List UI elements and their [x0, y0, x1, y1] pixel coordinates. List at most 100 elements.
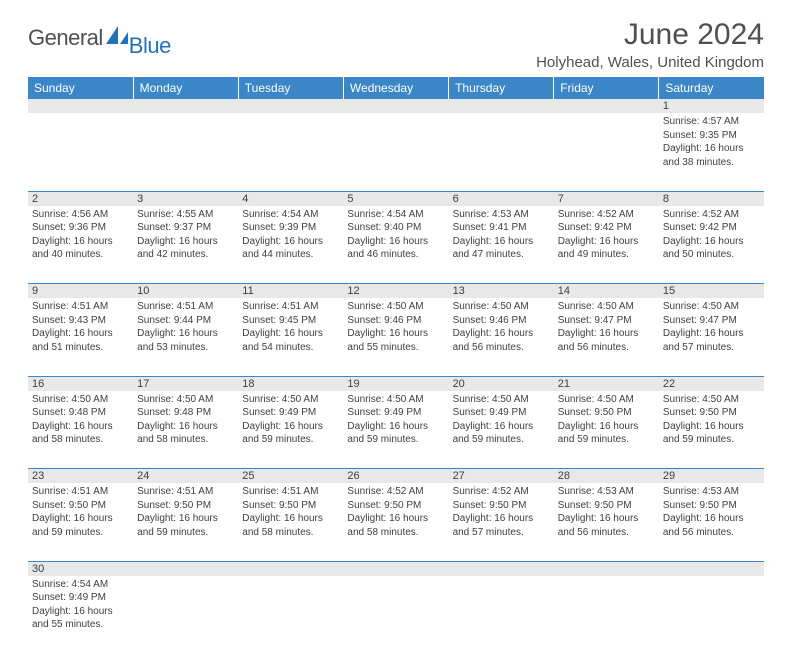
sunset-line: Sunset: 9:50 PM	[663, 406, 760, 420]
daylight-line: Daylight: 16 hours and 59 minutes.	[347, 420, 444, 447]
calendar-week-row: Sunrise: 4:51 AMSunset: 9:50 PMDaylight:…	[28, 483, 764, 561]
calendar-day-cell	[238, 113, 343, 191]
sunset-line: Sunset: 9:37 PM	[137, 221, 234, 235]
calendar-day-cell	[343, 576, 448, 654]
calendar-day-cell: Sunrise: 4:56 AMSunset: 9:36 PMDaylight:…	[28, 206, 133, 284]
sunrise-line: Sunrise: 4:50 AM	[137, 393, 234, 407]
weekday-header-row: Sunday Monday Tuesday Wednesday Thursday…	[28, 77, 764, 99]
daylight-line: Daylight: 16 hours and 58 minutes.	[32, 420, 129, 447]
sunset-line: Sunset: 9:49 PM	[347, 406, 444, 420]
day-number-cell: 4	[238, 191, 343, 206]
day-number-cell: 14	[554, 284, 659, 299]
sunset-line: Sunset: 9:48 PM	[32, 406, 129, 420]
day-number-cell	[449, 561, 554, 576]
day-number-cell	[133, 561, 238, 576]
weekday-header: Friday	[554, 77, 659, 99]
daylight-line: Daylight: 16 hours and 57 minutes.	[663, 327, 760, 354]
calendar-day-cell	[133, 113, 238, 191]
day-number-cell	[238, 99, 343, 113]
day-details: Sunrise: 4:52 AMSunset: 9:50 PMDaylight:…	[453, 485, 550, 539]
sunset-line: Sunset: 9:50 PM	[558, 499, 655, 513]
sunset-line: Sunset: 9:46 PM	[453, 314, 550, 328]
sunrise-line: Sunrise: 4:52 AM	[663, 208, 760, 222]
day-details: Sunrise: 4:53 AMSunset: 9:50 PMDaylight:…	[663, 485, 760, 539]
calendar-day-cell: Sunrise: 4:50 AMSunset: 9:50 PMDaylight:…	[659, 391, 764, 469]
sunrise-line: Sunrise: 4:53 AM	[453, 208, 550, 222]
calendar-day-cell: Sunrise: 4:52 AMSunset: 9:42 PMDaylight:…	[659, 206, 764, 284]
day-number-cell: 2	[28, 191, 133, 206]
daylight-line: Daylight: 16 hours and 46 minutes.	[347, 235, 444, 262]
day-details: Sunrise: 4:50 AMSunset: 9:48 PMDaylight:…	[137, 393, 234, 447]
calendar-day-cell: Sunrise: 4:52 AMSunset: 9:50 PMDaylight:…	[449, 483, 554, 561]
weekday-header: Thursday	[449, 77, 554, 99]
day-number-cell	[659, 561, 764, 576]
daylight-line: Daylight: 16 hours and 59 minutes.	[242, 420, 339, 447]
sunrise-line: Sunrise: 4:53 AM	[558, 485, 655, 499]
calendar-day-cell: Sunrise: 4:54 AMSunset: 9:49 PMDaylight:…	[28, 576, 133, 654]
weekday-header: Wednesday	[343, 77, 448, 99]
sunrise-line: Sunrise: 4:55 AM	[137, 208, 234, 222]
calendar-day-cell: Sunrise: 4:50 AMSunset: 9:49 PMDaylight:…	[238, 391, 343, 469]
daylight-line: Daylight: 16 hours and 55 minutes.	[32, 605, 129, 632]
daylight-line: Daylight: 16 hours and 51 minutes.	[32, 327, 129, 354]
sunset-line: Sunset: 9:40 PM	[347, 221, 444, 235]
day-details: Sunrise: 4:50 AMSunset: 9:50 PMDaylight:…	[558, 393, 655, 447]
day-number-cell: 18	[238, 376, 343, 391]
day-number-cell: 21	[554, 376, 659, 391]
day-number-cell: 20	[449, 376, 554, 391]
day-number-cell: 9	[28, 284, 133, 299]
sunrise-line: Sunrise: 4:53 AM	[663, 485, 760, 499]
sunset-line: Sunset: 9:49 PM	[242, 406, 339, 420]
day-details: Sunrise: 4:51 AMSunset: 9:50 PMDaylight:…	[32, 485, 129, 539]
sunrise-line: Sunrise: 4:54 AM	[32, 578, 129, 592]
weekday-header: Tuesday	[238, 77, 343, 99]
sunrise-line: Sunrise: 4:50 AM	[347, 393, 444, 407]
sunrise-line: Sunrise: 4:51 AM	[242, 485, 339, 499]
daylight-line: Daylight: 16 hours and 57 minutes.	[453, 512, 550, 539]
sunrise-line: Sunrise: 4:54 AM	[242, 208, 339, 222]
calendar-day-cell	[449, 576, 554, 654]
day-number-cell: 23	[28, 469, 133, 484]
calendar-day-cell	[554, 576, 659, 654]
sunrise-line: Sunrise: 4:50 AM	[347, 300, 444, 314]
calendar-day-cell: Sunrise: 4:57 AMSunset: 9:35 PMDaylight:…	[659, 113, 764, 191]
day-number-cell: 28	[554, 469, 659, 484]
day-details: Sunrise: 4:51 AMSunset: 9:44 PMDaylight:…	[137, 300, 234, 354]
daylight-line: Daylight: 16 hours and 54 minutes.	[242, 327, 339, 354]
calendar-day-cell	[133, 576, 238, 654]
day-number-cell: 11	[238, 284, 343, 299]
day-details: Sunrise: 4:54 AMSunset: 9:40 PMDaylight:…	[347, 208, 444, 262]
day-number-cell: 22	[659, 376, 764, 391]
sunrise-line: Sunrise: 4:54 AM	[347, 208, 444, 222]
day-details: Sunrise: 4:55 AMSunset: 9:37 PMDaylight:…	[137, 208, 234, 262]
sunset-line: Sunset: 9:50 PM	[347, 499, 444, 513]
sunset-line: Sunset: 9:44 PM	[137, 314, 234, 328]
daylight-line: Daylight: 16 hours and 59 minutes.	[453, 420, 550, 447]
brand-text-blue: Blue	[129, 33, 171, 59]
sunset-line: Sunset: 9:36 PM	[32, 221, 129, 235]
day-number-cell: 16	[28, 376, 133, 391]
day-details: Sunrise: 4:54 AMSunset: 9:49 PMDaylight:…	[32, 578, 129, 632]
sunset-line: Sunset: 9:50 PM	[453, 499, 550, 513]
calendar-week-row: Sunrise: 4:57 AMSunset: 9:35 PMDaylight:…	[28, 113, 764, 191]
day-number-cell	[238, 561, 343, 576]
header: General Blue June 2024 Holyhead, Wales, …	[28, 18, 764, 71]
calendar-day-cell: Sunrise: 4:53 AMSunset: 9:50 PMDaylight:…	[659, 483, 764, 561]
calendar-day-cell	[659, 576, 764, 654]
sunset-line: Sunset: 9:50 PM	[32, 499, 129, 513]
sunrise-line: Sunrise: 4:50 AM	[453, 393, 550, 407]
sunset-line: Sunset: 9:47 PM	[558, 314, 655, 328]
day-details: Sunrise: 4:50 AMSunset: 9:49 PMDaylight:…	[242, 393, 339, 447]
day-number-cell	[554, 561, 659, 576]
day-number-cell	[554, 99, 659, 113]
day-details: Sunrise: 4:54 AMSunset: 9:39 PMDaylight:…	[242, 208, 339, 262]
calendar-day-cell: Sunrise: 4:51 AMSunset: 9:50 PMDaylight:…	[238, 483, 343, 561]
calendar-day-cell: Sunrise: 4:51 AMSunset: 9:45 PMDaylight:…	[238, 298, 343, 376]
day-number-cell: 26	[343, 469, 448, 484]
day-number-row: 30	[28, 561, 764, 576]
calendar-day-cell: Sunrise: 4:51 AMSunset: 9:43 PMDaylight:…	[28, 298, 133, 376]
sunset-line: Sunset: 9:49 PM	[453, 406, 550, 420]
day-details: Sunrise: 4:56 AMSunset: 9:36 PMDaylight:…	[32, 208, 129, 262]
day-number-cell: 25	[238, 469, 343, 484]
daylight-line: Daylight: 16 hours and 59 minutes.	[137, 512, 234, 539]
